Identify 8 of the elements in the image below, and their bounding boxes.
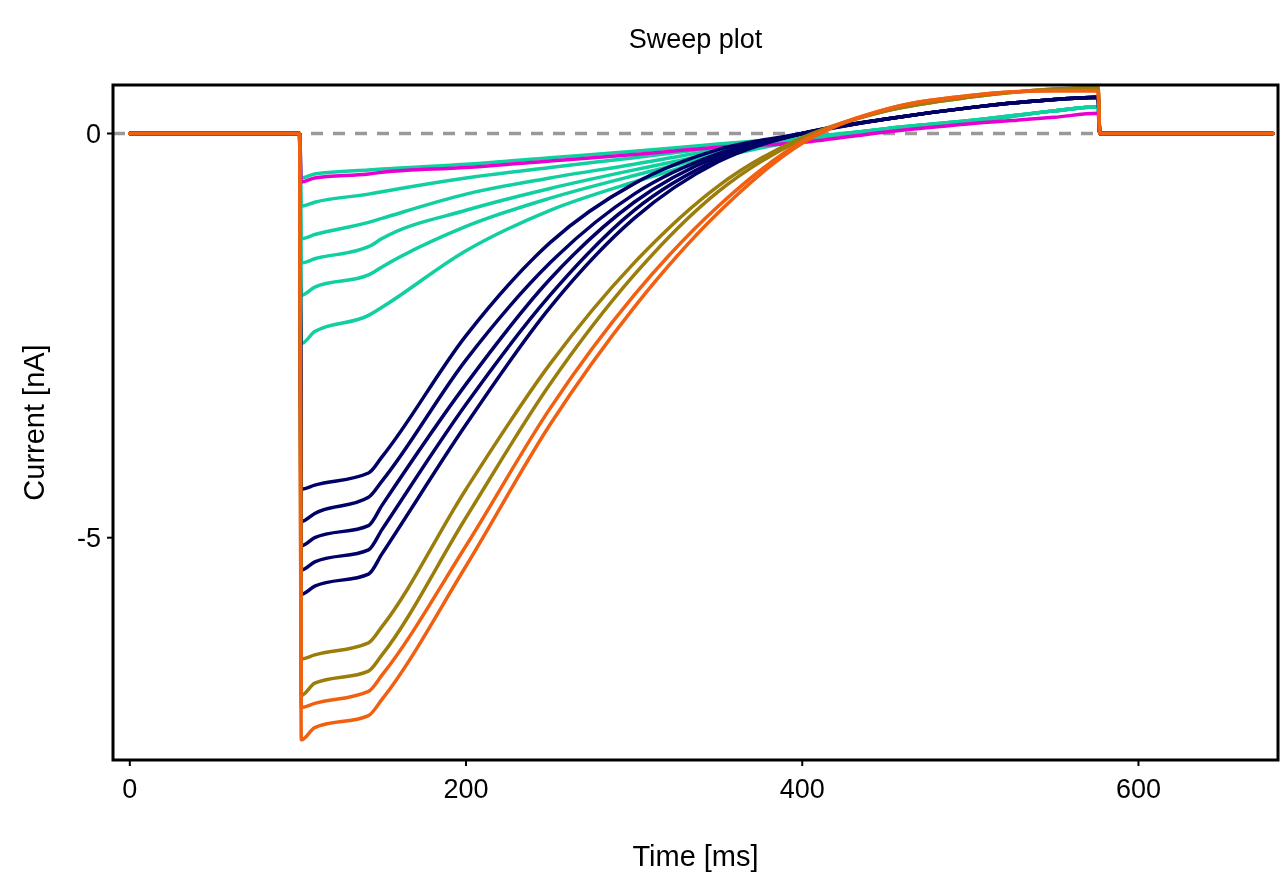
x-tick-label: 0 xyxy=(122,774,138,804)
y-axis-title: Current [nA] xyxy=(18,344,50,501)
x-axis-title: Time [ms] xyxy=(632,840,759,872)
y-tick-label: -5 xyxy=(76,523,101,554)
x-tick-label: 600 xyxy=(1115,774,1161,804)
x-tick-label: 200 xyxy=(443,774,489,804)
x-tick-label: 400 xyxy=(779,774,825,804)
chart-title: Sweep plot xyxy=(628,24,763,54)
